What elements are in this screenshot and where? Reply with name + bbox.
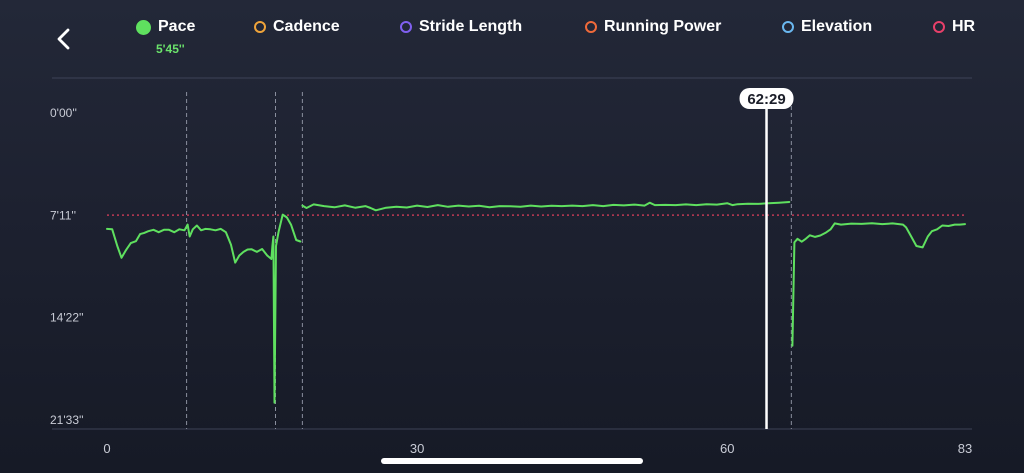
hr-dot-icon [933, 21, 945, 33]
legend-label-cadence: Cadence [273, 18, 340, 35]
elevation-dot-icon [782, 21, 794, 33]
stride-length-dot-icon [400, 21, 412, 33]
x-tick-label: 60 [720, 441, 734, 456]
metric-legend: Pace Cadence Stride Length Running Power… [0, 0, 1024, 70]
y-tick-label: 21'33'' [50, 413, 84, 427]
x-tick-label: 30 [410, 441, 424, 456]
cadence-dot-icon [254, 21, 266, 33]
pace-dot-icon [136, 19, 151, 35]
x-tick-label: 0 [103, 441, 110, 456]
legend-item-elevation[interactable]: Elevation [782, 18, 872, 36]
y-axis: 0'00'' 7'11'' 14'22'' 21'33'' [50, 106, 84, 427]
legend-item-cadence[interactable]: Cadence [254, 18, 340, 36]
y-tick-label: 0'00'' [50, 106, 77, 120]
y-tick-label: 7'11'' [50, 208, 76, 222]
pace-line-segment [106, 213, 302, 404]
legend-label-hr: HR [952, 18, 976, 35]
legend-item-hr[interactable]: HR [933, 18, 975, 36]
back-button[interactable] [48, 22, 82, 56]
legend-item-running-power[interactable]: Running Power [585, 18, 721, 36]
running-power-dot-icon [585, 21, 597, 33]
legend-label-running-power: Running Power [604, 18, 722, 35]
legend-label-pace: Pace [158, 18, 196, 35]
legend-item-pace[interactable]: Pace [136, 18, 195, 36]
cursor-label-background [739, 88, 794, 109]
legend-label-stride-length: Stride Length [419, 18, 523, 35]
x-axis: 0 30 60 83 [103, 441, 972, 456]
pace-series [106, 201, 966, 404]
y-tick-label: 14'22'' [50, 311, 84, 325]
chevron-left-icon [57, 28, 70, 50]
pace-selected-value: 5'45'' [156, 42, 185, 56]
legend-item-stride-length[interactable]: Stride Length [400, 18, 522, 36]
pace-line-segment [791, 222, 966, 347]
pace-line-segment [301, 201, 791, 212]
cursor-time-label: 62:29 [747, 91, 785, 108]
scrub-cursor[interactable]: 62:29 [739, 88, 794, 429]
x-tick-label: 83 [958, 441, 972, 456]
legend-label-elevation: Elevation [801, 18, 873, 35]
pause-markers [186, 92, 792, 429]
home-indicator-bar [381, 458, 643, 464]
